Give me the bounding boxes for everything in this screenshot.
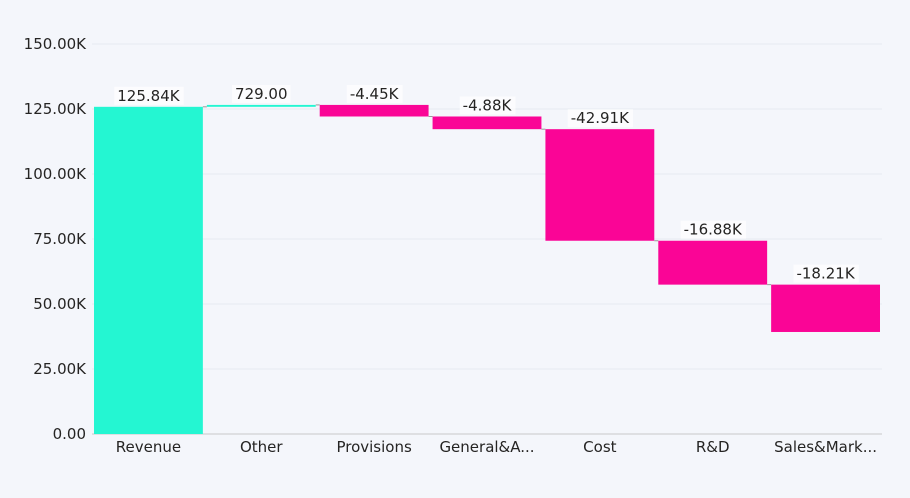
data-label-background — [567, 109, 634, 128]
data-label: -4.45K — [350, 85, 400, 103]
bar-3 — [432, 116, 542, 130]
x-category-label: R&D — [696, 438, 730, 456]
y-tick-label: 50.00K — [33, 295, 87, 313]
x-category-label: Other — [240, 438, 283, 456]
data-label: 729.00 — [235, 85, 288, 103]
x-category-label: Provisions — [336, 438, 412, 456]
data-label-background — [793, 264, 859, 283]
x-category-label: Revenue — [116, 438, 181, 456]
data-label: -16.88K — [684, 221, 743, 239]
y-tick-label: 125.00K — [24, 100, 87, 118]
y-tick-label: 75.00K — [33, 230, 87, 248]
data-label: -42.91K — [571, 109, 630, 127]
x-category-label: Cost — [583, 438, 616, 456]
data-label-background — [459, 96, 516, 115]
bar-4 — [545, 129, 655, 241]
data-label-background — [346, 84, 403, 103]
data-label-background — [232, 84, 291, 103]
data-label-background — [114, 86, 184, 105]
bar-6 — [771, 284, 880, 332]
data-label: -18.21K — [796, 265, 855, 283]
data-label: 125.84K — [117, 87, 180, 105]
data-label-background — [680, 220, 746, 239]
y-tick-label: 25.00K — [33, 360, 87, 378]
x-category-label: General&A... — [439, 438, 534, 456]
bar-0 — [94, 106, 203, 434]
bar-1 — [206, 104, 316, 107]
y-tick-label: 100.00K — [24, 165, 87, 183]
data-label: -4.88K — [463, 96, 513, 114]
bar-2 — [319, 104, 429, 117]
y-tick-label: 0.00 — [53, 425, 86, 443]
x-category-label: Sales&Mark... — [774, 438, 877, 456]
bar-5 — [658, 240, 768, 285]
y-tick-label: 150.00K — [24, 35, 87, 53]
